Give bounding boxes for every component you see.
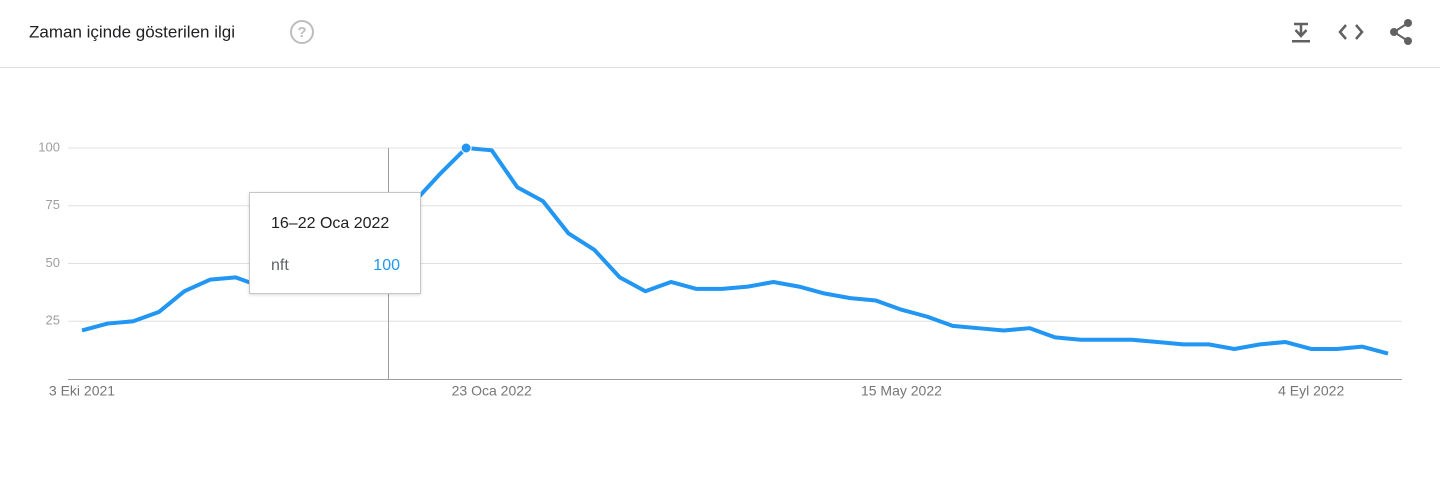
tooltip-value: 100 bbox=[373, 257, 400, 274]
plot: 25 50 75 100 3 Eki 2021 23 Oca 2022 15 May 202… bbox=[38, 139, 1402, 399]
y-tick-label: 100 bbox=[38, 139, 60, 154]
tooltip-series: nft bbox=[271, 257, 289, 274]
y-tick-label: 25 bbox=[46, 313, 60, 328]
x-tick-label: 23 Oca 2022 bbox=[452, 383, 532, 399]
tooltip-title: 16–22 Oca 2022 bbox=[271, 215, 390, 232]
svg-text:?: ? bbox=[297, 24, 306, 41]
hover-point bbox=[460, 142, 472, 154]
y-tick-label: 75 bbox=[46, 197, 60, 212]
x-tick-label: 3 Eki 2021 bbox=[49, 383, 115, 399]
help-icon[interactable]: ? bbox=[290, 20, 314, 44]
tooltip: 16–22 Oca 2022 nft 100 bbox=[249, 192, 421, 294]
x-tick-label: 4 Eyl 2022 bbox=[1278, 383, 1344, 399]
download-icon[interactable] bbox=[1292, 22, 1310, 43]
share-icon[interactable] bbox=[1390, 19, 1412, 45]
chart-title: Zaman içinde gösterilen ilgi bbox=[29, 22, 235, 41]
x-tick-label: 15 May 2022 bbox=[861, 383, 942, 399]
embed-icon[interactable] bbox=[1338, 24, 1364, 40]
y-tick-label: 50 bbox=[46, 255, 60, 270]
